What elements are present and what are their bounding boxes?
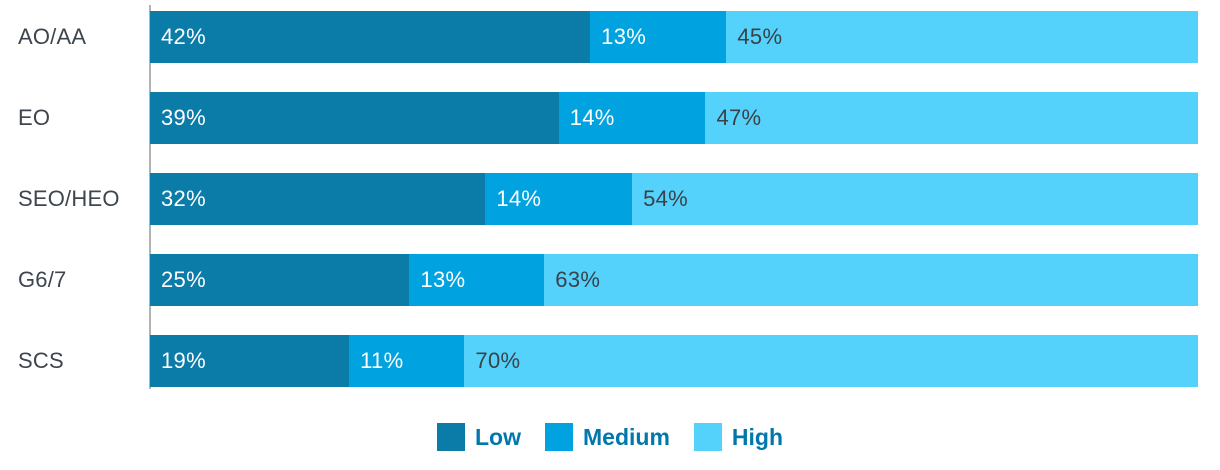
data-label: 39% <box>161 105 206 130</box>
category-label: G6/7 <box>18 267 67 292</box>
bar-track: 19% 11% 70% <box>150 335 1198 387</box>
bar-segment-medium: 14% <box>558 92 706 144</box>
legend-swatch-low <box>437 423 465 451</box>
chart-row: EO 39% 14% 47% <box>0 92 1198 144</box>
data-label: 13% <box>601 24 647 49</box>
data-label: 13% <box>420 267 466 292</box>
bar-segment-high: 45% <box>726 11 1198 63</box>
bar-segment-high: 70% <box>464 335 1198 387</box>
chart-rows: AO/AA 42% 13% 45% EO 39% 14% 47% SEO/HEO 32% 14% 54… <box>0 11 1198 387</box>
legend-swatch-high <box>693 423 722 451</box>
legend-label: High <box>731 423 783 450</box>
data-label: 45% <box>737 24 783 49</box>
legend-label: Medium <box>583 423 670 450</box>
bar-segment-high: 54% <box>632 173 1198 225</box>
bar-track: 39% 14% 47% <box>150 92 1198 144</box>
data-label: 54% <box>643 186 689 211</box>
bar-segment-high: 63% <box>544 254 1198 306</box>
data-label: 11% <box>360 348 404 373</box>
data-label: 19% <box>161 348 206 373</box>
legend-item-high: High <box>693 423 783 451</box>
data-label: 42% <box>161 24 206 49</box>
bar-segment-low: 32% <box>150 173 486 225</box>
legend-label: Low <box>475 423 521 450</box>
legend-swatch-medium <box>545 423 573 451</box>
bar-segment-medium: 13% <box>409 254 545 306</box>
data-label: 63% <box>555 267 601 292</box>
legend-item-low: Low <box>437 423 521 451</box>
bar-track: 32% 14% 54% <box>150 173 1198 225</box>
bar-segment-medium: 14% <box>485 173 633 225</box>
chart-row: G6/7 25% 13% 63% <box>0 254 1198 306</box>
bar-segment-low: 39% <box>150 92 559 144</box>
chart-row: AO/AA 42% 13% 45% <box>0 11 1198 63</box>
data-label: 14% <box>496 186 542 211</box>
data-label: 25% <box>161 267 206 292</box>
chart-row: SCS 19% 11% 70% <box>0 335 1198 387</box>
bar-segment-medium: 11% <box>349 335 465 387</box>
chart-row: SEO/HEO 32% 14% 54% <box>0 173 1198 225</box>
bar-segment-low: 25% <box>150 254 410 306</box>
bar-segment-low: 19% <box>150 335 350 387</box>
bar-segment-low: 42% <box>150 11 591 63</box>
category-label: AO/AA <box>18 24 87 49</box>
legend-item-medium: Medium <box>545 423 670 451</box>
category-label: SCS <box>18 348 64 373</box>
category-label: SEO/HEO <box>18 186 120 211</box>
bar-segment-high: 47% <box>705 92 1198 144</box>
bar-track: 25% 13% 63% <box>150 254 1198 306</box>
bar-track: 42% 13% 45% <box>150 11 1198 63</box>
legend: Low Medium High <box>0 423 1220 451</box>
category-label: EO <box>18 105 51 130</box>
bar-segment-medium: 13% <box>590 11 727 63</box>
data-label: 47% <box>716 105 762 130</box>
data-label: 32% <box>161 186 206 211</box>
data-label: 70% <box>475 348 521 373</box>
data-label: 14% <box>569 105 615 130</box>
